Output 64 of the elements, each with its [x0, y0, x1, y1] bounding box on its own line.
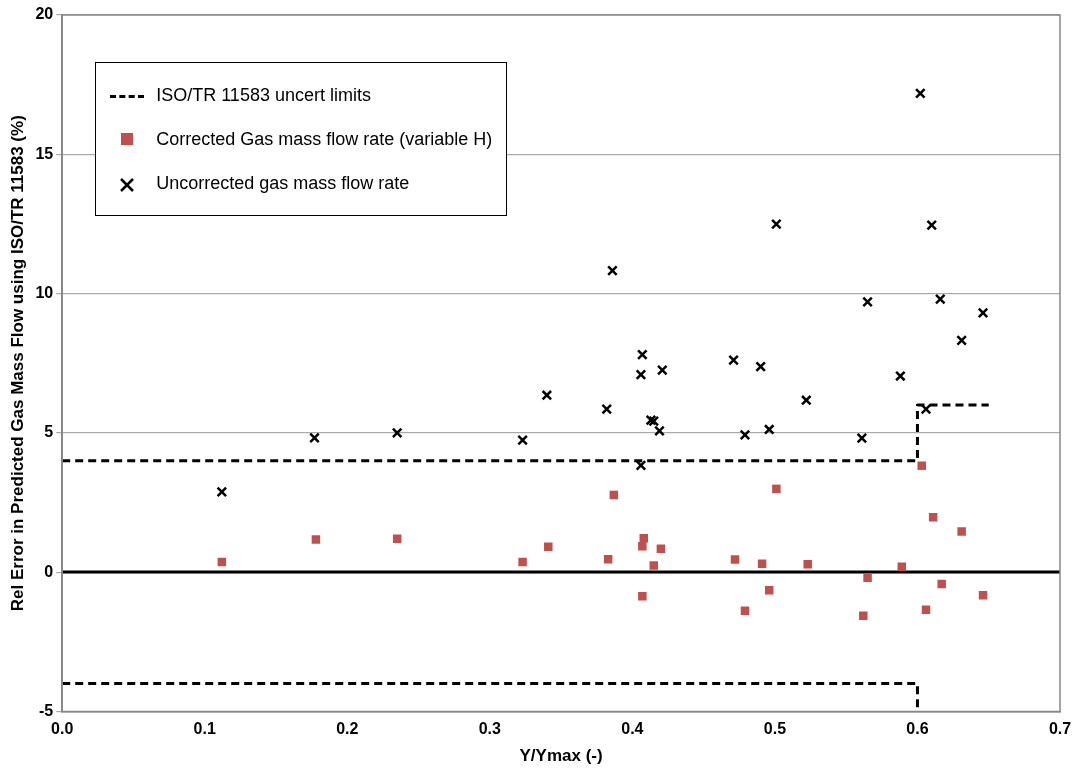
point [856, 432, 868, 444]
point [800, 394, 812, 406]
point [728, 354, 740, 366]
point [862, 296, 874, 308]
point [311, 535, 321, 544]
x-tick-label: 0.5 [763, 720, 787, 738]
point [635, 369, 647, 381]
point [309, 432, 320, 444]
x-axis-title: Y/Ymax (-) [519, 746, 603, 766]
point [636, 349, 648, 361]
legend-label: ISO/TR 11583 uncert limits [156, 84, 371, 106]
point [921, 605, 931, 614]
point [391, 427, 403, 439]
point [656, 544, 666, 553]
y-tick-label: 0 [44, 562, 54, 580]
x-tick-label: 0.6 [906, 720, 929, 738]
y-tick-label: 15 [35, 144, 54, 162]
point [926, 219, 938, 231]
point [601, 403, 613, 415]
point [638, 541, 647, 551]
point [606, 265, 618, 277]
x-tick-label: 0.4 [621, 720, 644, 738]
point [977, 307, 989, 319]
point [937, 579, 946, 589]
x-tick-label: 0.0 [51, 720, 74, 738]
point [392, 534, 402, 543]
point [803, 560, 812, 569]
point [957, 527, 966, 536]
point [772, 484, 781, 494]
x-tick-label: 0.7 [1048, 720, 1072, 738]
point [755, 361, 767, 373]
point [763, 424, 775, 435]
point [863, 573, 872, 582]
point [770, 218, 782, 230]
point [956, 334, 968, 346]
x-tick-label: 0.2 [336, 720, 359, 738]
point [635, 459, 647, 471]
point [544, 542, 553, 552]
point [730, 555, 740, 564]
x-tick-label: 0.3 [478, 720, 502, 738]
point [216, 486, 228, 498]
x-tick-label: 0.1 [193, 720, 216, 738]
point [518, 557, 527, 567]
point [859, 611, 868, 621]
point [894, 370, 906, 382]
point [739, 429, 751, 441]
y-tick-label: -5 [38, 701, 54, 719]
y-axis-title: Rel Error in Predicted Gas Mass Flow using ISO/TR 11583 (%) [7, 115, 27, 612]
point [649, 561, 658, 570]
point [638, 592, 647, 601]
point [541, 389, 553, 401]
point [917, 461, 926, 470]
point [914, 87, 926, 99]
legend-label: Uncorrected gas mass flow rate [156, 172, 410, 194]
y-tick-label: 20 [35, 5, 54, 23]
point [603, 555, 613, 564]
point [920, 403, 932, 415]
point [656, 364, 668, 376]
point [934, 293, 946, 305]
y-tick-label: 5 [44, 423, 54, 441]
legend-label: Corrected Gas mass flow rate (variable H) [156, 128, 493, 150]
point [653, 425, 665, 437]
point [517, 434, 529, 446]
y-tick-label: 10 [35, 283, 54, 301]
